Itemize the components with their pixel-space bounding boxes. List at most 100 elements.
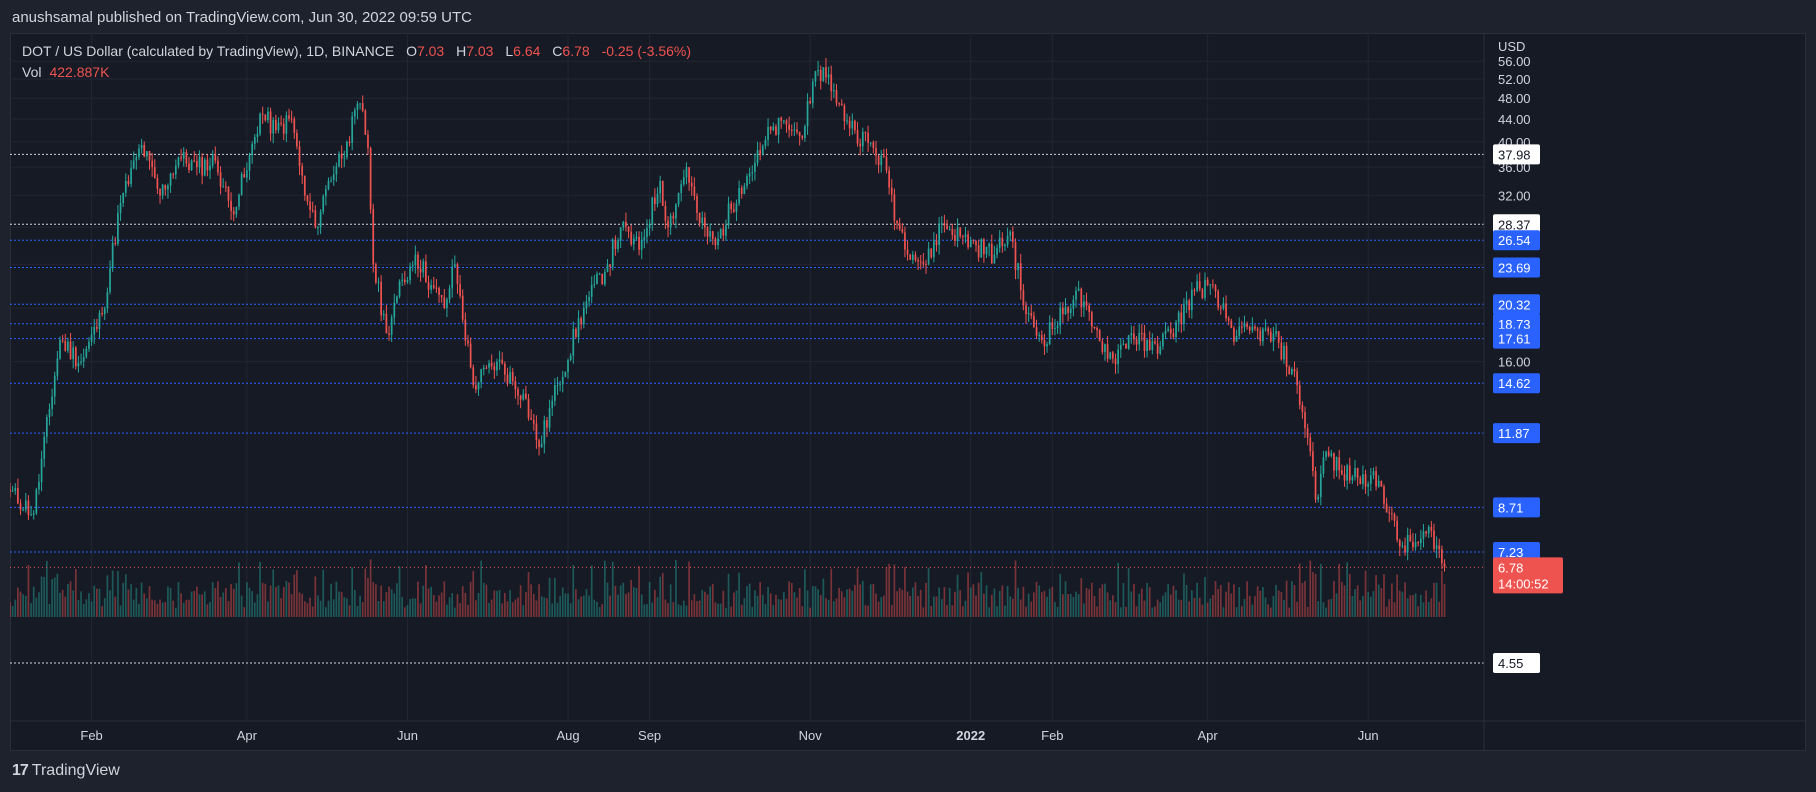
volume-bar [748, 583, 751, 617]
volume-bar [885, 567, 888, 617]
volume-bar [883, 595, 885, 617]
volume-bar [430, 586, 432, 617]
volume-bar [77, 600, 80, 617]
candle-body [164, 184, 167, 190]
volume-bar [1314, 573, 1317, 617]
candle-body [148, 151, 151, 161]
volume-bar [606, 582, 609, 617]
candle-body [898, 223, 901, 229]
countdown-label: 14:00:52 [1498, 576, 1549, 591]
volume-bar [1330, 598, 1333, 617]
candle-body [1114, 358, 1117, 365]
candle-body [811, 81, 814, 104]
candle-body [698, 212, 701, 224]
volume-bar [917, 595, 919, 617]
volume-bar [880, 597, 883, 617]
open-label: O [406, 43, 417, 59]
volume-bar [264, 583, 267, 617]
symbol-legend: DOT / US Dollar (calculated by TradingVi… [22, 43, 691, 59]
candle-body [388, 333, 390, 335]
candle-body [146, 151, 148, 157]
volume-bar [209, 601, 211, 617]
candle-body [1212, 284, 1214, 286]
candle-body [393, 302, 396, 318]
volume-bar [1206, 602, 1209, 617]
volume-bar [519, 585, 522, 617]
candle-body [725, 225, 727, 236]
volume-bar [1106, 592, 1109, 617]
candle-body [1119, 344, 1122, 350]
candle-body [82, 356, 85, 362]
candle-body [1441, 549, 1443, 564]
candle-body [1193, 289, 1196, 291]
volume-bar [756, 595, 759, 617]
candle-body [1201, 289, 1204, 299]
candle-body [572, 328, 575, 356]
candle-body [80, 361, 82, 363]
volume-bar [967, 572, 969, 617]
volume-bar [393, 593, 396, 617]
volume-bar [638, 566, 640, 617]
candle-body [274, 119, 277, 131]
volume-bar [664, 599, 667, 617]
candle-body [1354, 467, 1356, 477]
volume-bar [572, 565, 575, 617]
candle-body [617, 240, 619, 249]
volume-bar [1233, 584, 1235, 617]
candle-body [1096, 328, 1098, 331]
candle-body [1106, 344, 1109, 359]
volume-bar [327, 600, 330, 617]
candle-body [106, 292, 109, 309]
candle-body [96, 326, 98, 329]
volume-bar [948, 587, 951, 617]
volume-bar [1130, 591, 1133, 617]
candle-body [827, 74, 830, 78]
candle-body [1133, 333, 1135, 340]
candle-body [209, 165, 211, 171]
candle-body [888, 170, 890, 188]
candle-body [1388, 512, 1391, 514]
volume-bar [840, 591, 843, 617]
candle-body [1377, 480, 1380, 487]
volume-bar [983, 593, 985, 617]
price-chart[interactable]: 56.0052.0048.0044.0040.0036.0032.0028.00… [10, 33, 1806, 751]
candle-body [188, 163, 190, 171]
volume-bar [1219, 584, 1222, 617]
time-tick-label: Aug [556, 728, 579, 743]
volume-bar [1254, 596, 1256, 617]
volume-bar [338, 591, 340, 617]
volume-bar [1306, 606, 1309, 617]
volume-bar [111, 570, 114, 617]
volume-bar [1088, 589, 1091, 617]
tradingview-brand[interactable]: 17 TradingView [12, 762, 120, 780]
volume-bar [869, 584, 872, 617]
volume-bar [553, 577, 556, 617]
volume-bar [564, 593, 567, 617]
volume-bar [311, 606, 314, 617]
volume-bar [872, 584, 875, 617]
time-tick-label: Feb [80, 728, 102, 743]
candle-body [246, 170, 248, 178]
candle-body [32, 513, 35, 515]
volume-bar [201, 594, 204, 617]
candle-body [1225, 303, 1227, 319]
candle-body [1143, 333, 1146, 352]
candle-body [1196, 281, 1198, 291]
candle-body [782, 120, 785, 122]
volume-bar [801, 606, 804, 617]
candle-body [1014, 242, 1017, 271]
candle-body [556, 385, 559, 387]
candle-body [843, 105, 846, 122]
volume-bar [1227, 582, 1230, 617]
volume-bar [453, 607, 456, 617]
candle-body [85, 348, 88, 357]
candle-body [582, 308, 585, 325]
candle-body [227, 186, 230, 201]
candle-body [1206, 279, 1209, 286]
volume-bar [956, 574, 959, 617]
blue-level-label: 8.71 [1498, 500, 1523, 515]
candle-body [1341, 470, 1343, 475]
volume-bar [767, 587, 769, 617]
volume-bar [1177, 599, 1180, 617]
volume-bar [1033, 592, 1035, 617]
